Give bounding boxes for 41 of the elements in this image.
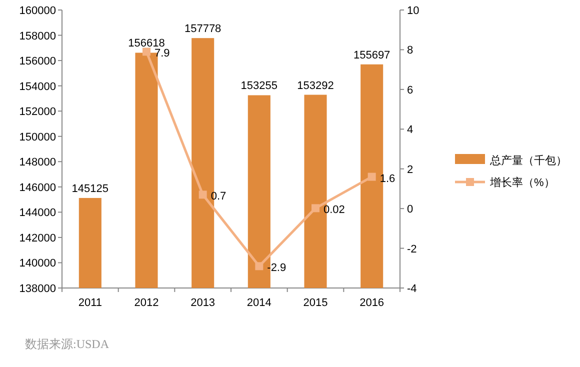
x-tick-label: 2013: [190, 297, 216, 309]
y2-tick-label: 8: [407, 44, 414, 57]
x-tick-label: 2012: [134, 297, 159, 309]
data-label: 157778: [184, 23, 222, 36]
data-label: 153255: [240, 80, 278, 92]
y-tick-label: 150000: [19, 131, 56, 144]
y-tick-label: 138000: [19, 283, 56, 295]
y2-tick-label: 2: [407, 164, 414, 176]
point: [142, 48, 150, 56]
y-tick-label: 158000: [19, 30, 56, 42]
data-label: 153292: [297, 80, 334, 92]
y2-tick-label: 0: [407, 204, 414, 216]
y-tick-label: 140000: [19, 258, 56, 270]
legend-label: 总产量（千包）: [489, 154, 567, 167]
y2-tick-label: 10: [407, 5, 420, 17]
source-note: 数据来源:USDA: [25, 337, 110, 351]
data-label: 145125: [72, 182, 109, 195]
y2-tick-label: 4: [407, 124, 414, 136]
y-tick-label: 144000: [19, 207, 56, 220]
y-tick-label: 148000: [19, 156, 56, 169]
legend-label: 增长率（%）: [489, 176, 555, 189]
data-label: 156618: [128, 38, 165, 50]
y2-tick-label: -2: [407, 243, 417, 256]
y2-tick-label: 6: [407, 84, 414, 96]
y-tick-label: 146000: [19, 182, 56, 194]
point: [255, 262, 264, 270]
y-tick-label: 160000: [19, 5, 56, 17]
x-tick-label: 2016: [360, 297, 384, 309]
x-tick-label: 2014: [246, 297, 272, 309]
y2-tick-label: -4: [407, 283, 417, 295]
y-tick-label: 152000: [19, 106, 56, 118]
x-tick-label: 2015: [303, 297, 328, 309]
point: [198, 190, 207, 199]
y-tick-label: 156000: [19, 56, 56, 68]
point: [312, 204, 320, 212]
data-label: 155697: [353, 49, 390, 62]
data-label: 7.9: [154, 48, 170, 60]
x-tick-label: 2011: [78, 297, 102, 309]
y-tick-label: 142000: [19, 232, 56, 244]
y-tick-label: 154000: [19, 80, 56, 93]
point: [368, 172, 376, 181]
